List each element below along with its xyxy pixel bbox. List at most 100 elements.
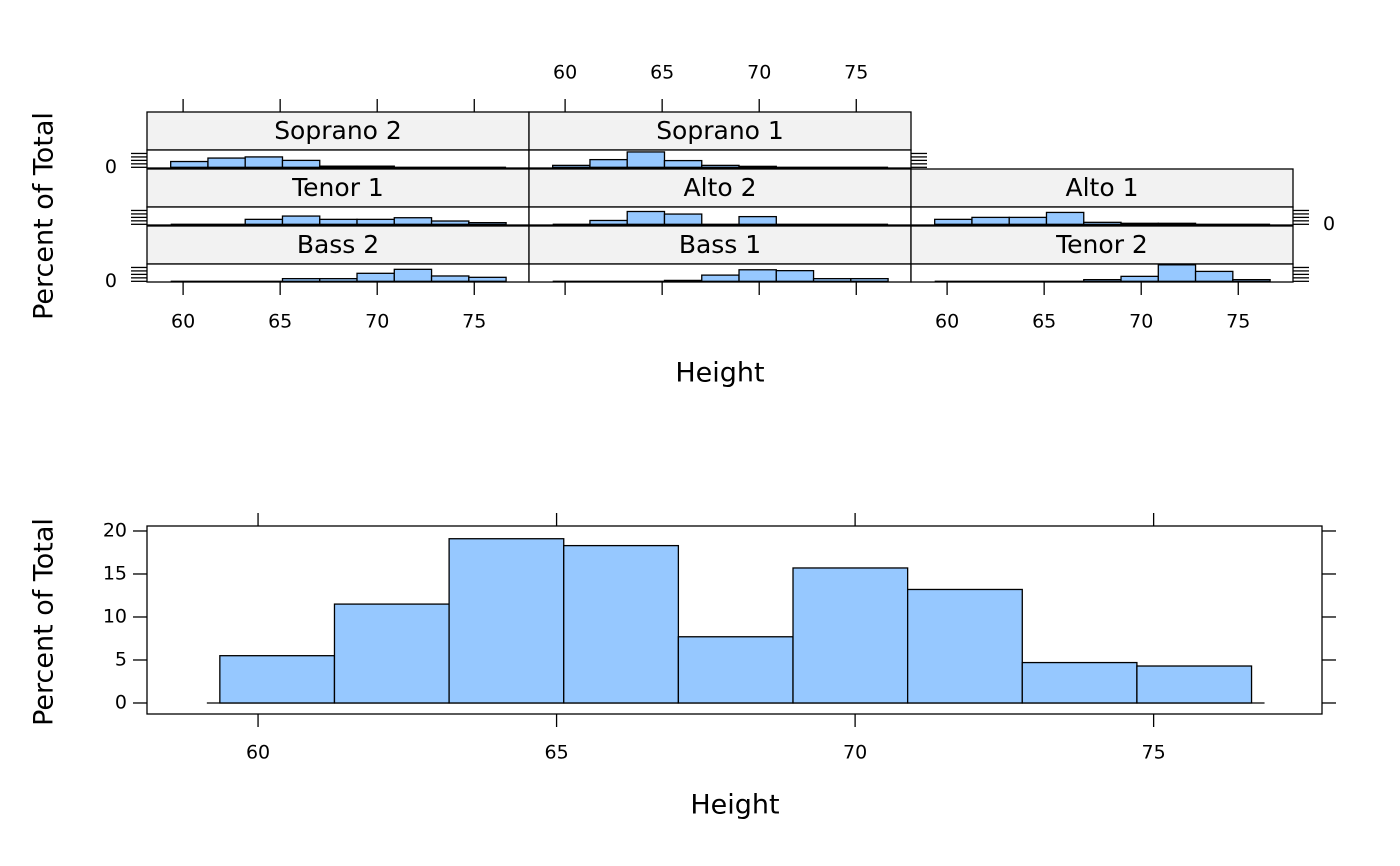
bar — [281, 277, 321, 282]
y-tick-label: 20 — [103, 519, 127, 541]
y-tick-label: 0 — [115, 691, 127, 713]
bar — [812, 277, 852, 282]
bar — [319, 218, 358, 225]
strip-label: Alto 1 — [1066, 173, 1139, 202]
bar — [1045, 211, 1085, 225]
x-axis-label: Height — [675, 358, 764, 389]
bar — [792, 567, 909, 704]
bar — [1021, 661, 1138, 704]
x-tick-label: 70 — [1129, 311, 1153, 333]
bar — [1083, 221, 1122, 225]
bar — [906, 588, 1023, 704]
bar — [170, 160, 209, 168]
panel-border — [528, 149, 912, 169]
bar — [1120, 275, 1159, 282]
bar — [738, 215, 777, 225]
bar — [663, 213, 703, 225]
bar — [244, 156, 284, 168]
y-tick-label: 5 — [115, 648, 127, 670]
strip-label: Alto 2 — [684, 173, 757, 202]
x-tick-label: 60 — [553, 62, 577, 84]
strip — [910, 225, 1294, 265]
strip — [528, 111, 912, 151]
bar — [589, 158, 628, 168]
x-tick-label: 60 — [171, 311, 195, 333]
bar — [319, 165, 358, 168]
x-tick-label: 65 — [650, 62, 674, 84]
y-tick-label: 0 — [105, 270, 117, 292]
plot-border — [146, 525, 1323, 715]
x-tick-label: 65 — [1032, 311, 1056, 333]
bar — [663, 159, 703, 168]
bar — [207, 157, 246, 168]
panel-frame — [529, 264, 911, 282]
bar — [430, 220, 470, 225]
bar — [589, 219, 628, 225]
bar — [430, 275, 470, 282]
bar — [1157, 264, 1197, 282]
bar — [281, 215, 321, 225]
strip-label: Tenor 2 — [1055, 230, 1148, 259]
bar — [563, 544, 680, 704]
strip-label: Soprano 1 — [656, 116, 784, 145]
bar — [319, 277, 358, 282]
strip — [146, 225, 530, 265]
x-tick-label: 75 — [462, 311, 486, 333]
bar — [1232, 278, 1271, 282]
bar — [552, 164, 591, 168]
bar — [738, 165, 777, 168]
bar — [701, 274, 740, 282]
bar — [468, 221, 507, 225]
bar — [934, 218, 973, 225]
bar — [393, 217, 433, 225]
bar — [333, 603, 450, 704]
bar — [468, 276, 507, 282]
strip-label: Soprano 2 — [274, 116, 402, 145]
bar — [626, 151, 666, 168]
x-tick-label: 70 — [843, 742, 867, 764]
strip-label: Tenor 1 — [291, 173, 384, 202]
y-tick-label: 0 — [1323, 213, 1335, 235]
x-tick-label: 65 — [544, 742, 568, 764]
x-tick-label: 75 — [1142, 742, 1166, 764]
bar — [663, 279, 703, 282]
y-axis-label: Percent of Total — [29, 112, 60, 320]
strip — [910, 168, 1294, 208]
bar — [281, 159, 321, 168]
x-tick-label: 65 — [268, 311, 292, 333]
x-tick-label: 75 — [1226, 311, 1250, 333]
bar — [219, 655, 336, 704]
x-tick-label: 70 — [747, 62, 771, 84]
bar — [701, 164, 740, 168]
strip-label: Bass 2 — [297, 230, 379, 259]
x-axis-label: Height — [690, 790, 779, 821]
bar — [738, 269, 777, 282]
bar — [356, 272, 395, 282]
bar — [356, 165, 395, 168]
strip-label: Bass 1 — [679, 230, 761, 259]
y-axis-label: Percent of Total — [29, 518, 60, 726]
panel-border — [910, 206, 1294, 226]
bar — [1194, 270, 1234, 282]
bar — [244, 218, 284, 225]
bar — [1008, 216, 1048, 225]
y-tick-label: 10 — [103, 605, 127, 627]
bar — [626, 210, 666, 225]
bar — [1157, 222, 1197, 225]
bar — [1136, 665, 1253, 704]
panel-frame — [529, 207, 911, 225]
y-tick-label: 0 — [105, 156, 117, 178]
bar — [393, 268, 433, 282]
bar — [677, 636, 794, 704]
y-tick-label: 15 — [103, 562, 127, 584]
x-tick-label: 75 — [844, 62, 868, 84]
x-tick-label: 70 — [365, 311, 389, 333]
strip — [146, 168, 530, 208]
bar — [1083, 278, 1122, 282]
bar — [775, 269, 815, 282]
bar — [850, 277, 889, 282]
bar — [356, 218, 395, 225]
x-tick-label: 60 — [246, 742, 270, 764]
strip — [528, 168, 912, 208]
